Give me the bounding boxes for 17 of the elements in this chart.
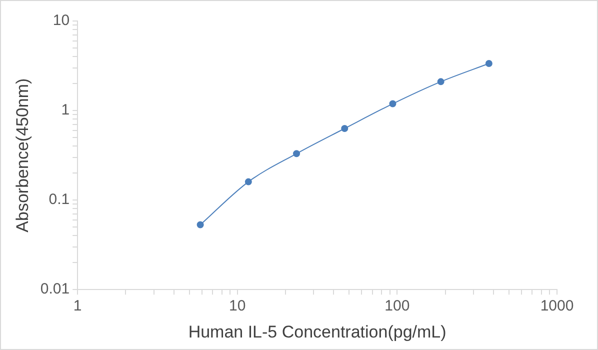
point bbox=[244, 178, 252, 186]
x-tick-label: 100 bbox=[384, 298, 410, 315]
y-tick-label: 1 bbox=[61, 102, 70, 119]
y-axis-title: Absorbence(450nm) bbox=[12, 78, 32, 232]
x-tick-label: 1 bbox=[73, 298, 82, 315]
y-tick-label: 0.1 bbox=[48, 191, 70, 208]
point bbox=[437, 78, 444, 86]
point bbox=[196, 221, 204, 228]
point bbox=[485, 60, 492, 68]
x-axis-title: Human IL-5 Concentration(pg/mL) bbox=[188, 322, 446, 342]
point bbox=[389, 100, 396, 108]
point bbox=[293, 150, 300, 158]
point bbox=[341, 125, 348, 132]
x-tick-label: 1000 bbox=[540, 298, 574, 315]
x-tick-label: 10 bbox=[229, 298, 246, 315]
y-tick-label: 10 bbox=[52, 12, 70, 30]
y-tick-label: 0.01 bbox=[40, 280, 70, 298]
